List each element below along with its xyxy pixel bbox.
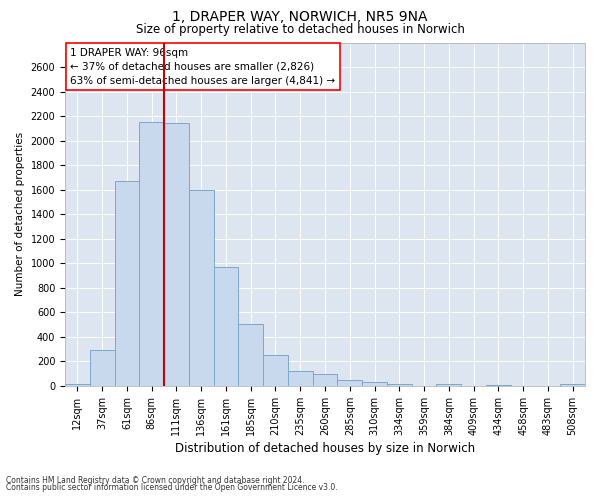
- Bar: [486, 384, 511, 386]
- Bar: [436, 384, 461, 386]
- Bar: [65, 384, 90, 386]
- Text: 1, DRAPER WAY, NORWICH, NR5 9NA: 1, DRAPER WAY, NORWICH, NR5 9NA: [172, 10, 428, 24]
- Bar: [139, 122, 164, 386]
- Text: Contains HM Land Registry data © Crown copyright and database right 2024.: Contains HM Land Registry data © Crown c…: [6, 476, 305, 485]
- Bar: [263, 356, 288, 386]
- Bar: [288, 370, 313, 386]
- Y-axis label: Number of detached properties: Number of detached properties: [15, 132, 25, 296]
- Bar: [313, 374, 337, 386]
- Bar: [189, 190, 214, 386]
- Bar: [214, 267, 238, 386]
- Text: Size of property relative to detached houses in Norwich: Size of property relative to detached ho…: [136, 22, 464, 36]
- Bar: [362, 382, 387, 386]
- Bar: [164, 124, 189, 386]
- Bar: [337, 380, 362, 386]
- Text: Contains public sector information licensed under the Open Government Licence v3: Contains public sector information licen…: [6, 484, 338, 492]
- Bar: [560, 384, 585, 386]
- Bar: [238, 324, 263, 386]
- Bar: [115, 181, 139, 386]
- Bar: [90, 350, 115, 386]
- Bar: [387, 384, 412, 386]
- Text: 1 DRAPER WAY: 96sqm
← 37% of detached houses are smaller (2,826)
63% of semi-det: 1 DRAPER WAY: 96sqm ← 37% of detached ho…: [70, 48, 335, 86]
- X-axis label: Distribution of detached houses by size in Norwich: Distribution of detached houses by size …: [175, 442, 475, 455]
